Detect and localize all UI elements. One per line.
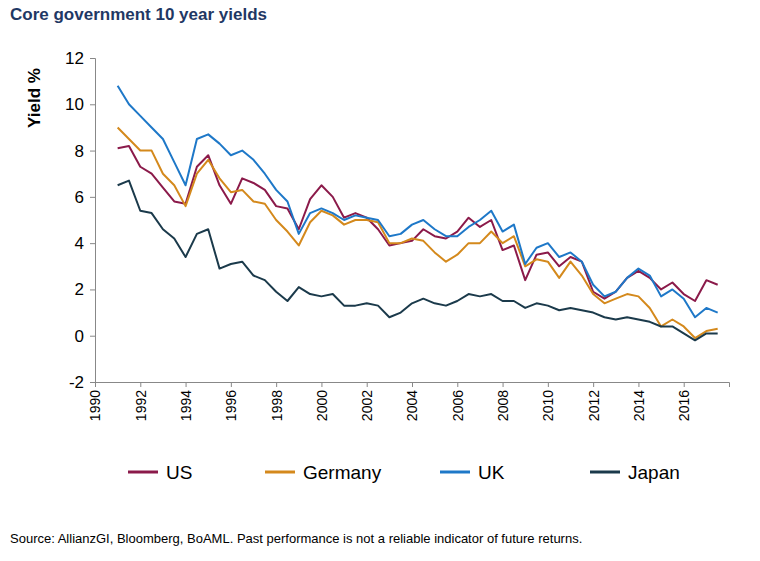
y-tick: 6 [75, 188, 95, 207]
y-tick-label: 4 [75, 234, 84, 253]
y-tick-mark [90, 382, 95, 383]
x-tick-mark [186, 382, 187, 387]
x-tick-label: 2010 [540, 390, 556, 421]
y-tick: 2 [75, 280, 95, 299]
y-tick-mark [90, 58, 95, 59]
x-tick-label: 1992 [133, 390, 149, 421]
legend-label: Germany [303, 462, 382, 483]
x-tick-mark [412, 382, 413, 387]
legend-swatch [265, 471, 295, 474]
x-tick-label: 2014 [631, 390, 647, 421]
legend-label: Japan [628, 462, 680, 483]
line-series [118, 86, 718, 317]
y-axis-line [90, 59, 96, 383]
x-tick: 1996 [223, 382, 239, 421]
x-axis-line [96, 383, 730, 388]
x-tick-label: 1998 [269, 390, 285, 421]
chart: Core government 10 year yields Yield % -2 0… [0, 0, 760, 561]
x-tick-label: 1996 [223, 390, 239, 421]
legend-label: US [166, 462, 192, 483]
y-axis: -2 0 2 4 6 8 10 12 [65, 49, 95, 392]
legend-swatch [440, 471, 470, 474]
x-tick-mark [638, 382, 639, 387]
source-note: Source: AllianzGI, Bloomberg, BoAML. Pas… [10, 531, 582, 546]
y-tick-label: 12 [65, 49, 84, 68]
x-tick-mark [140, 382, 141, 387]
y-tick: 10 [65, 95, 95, 114]
x-tick-mark [684, 382, 685, 387]
x-tick: 2016 [676, 382, 692, 421]
x-tick: 1992 [133, 382, 149, 421]
y-tick-label: 10 [65, 95, 84, 114]
y-tick-mark [90, 197, 95, 198]
x-tick: 1998 [269, 382, 285, 421]
x-tick-label: 2000 [314, 390, 330, 421]
x-tick-label: 2002 [359, 390, 375, 421]
x-tick: 2006 [450, 382, 466, 421]
y-tick: 12 [65, 49, 95, 68]
legend-swatch [590, 471, 620, 474]
y-tick-label: 8 [75, 142, 84, 161]
x-tick-mark [548, 382, 549, 387]
title: Core government 10 year yields [10, 5, 267, 24]
y-tick-mark [90, 289, 95, 290]
lines [118, 86, 718, 341]
x-axis: 1990 1992 1994 1996 1998 2000 2002 2004 2006 2008… [87, 382, 729, 421]
legend-label: UK [478, 462, 505, 483]
x-tick: 2002 [359, 382, 375, 421]
y-tick-mark [90, 336, 95, 337]
x-tick-mark [276, 382, 277, 387]
x-tick-mark [503, 382, 504, 387]
y-tick: 0 [75, 327, 95, 346]
x-tick: 2012 [586, 382, 602, 421]
x-tick-label: 2006 [450, 390, 466, 421]
x-tick: 1994 [178, 382, 194, 421]
x-tick-label: 2016 [676, 390, 692, 421]
y-tick-mark [90, 104, 95, 105]
x-tick: 2014 [631, 382, 647, 421]
line-series [118, 181, 718, 341]
x-tick-label: 1994 [178, 390, 194, 421]
x-tick-mark [367, 382, 368, 387]
y-axis-title: Yield % [25, 68, 44, 128]
x-tick-label: 2004 [404, 390, 420, 421]
y-tick-mark [90, 243, 95, 244]
x-tick-mark [95, 382, 96, 387]
y-tick: -2 [69, 373, 95, 392]
x-tick-mark [231, 382, 232, 387]
y-tick-label: 6 [75, 188, 84, 207]
line-series [118, 127, 718, 338]
y-tick-mark [90, 151, 95, 152]
legend: US Germany UK Japan [128, 462, 680, 483]
x-tick: 2000 [314, 382, 330, 421]
y-tick-label: 0 [75, 327, 84, 346]
x-tick: 2008 [495, 382, 511, 421]
x-tick-mark [457, 382, 458, 387]
x-tick: 2004 [404, 382, 420, 421]
y-tick-label: 2 [75, 280, 84, 299]
x-tick-label: 2012 [586, 390, 602, 421]
x-tick-mark [593, 382, 594, 387]
x-tick-mark [321, 382, 322, 387]
legend-swatch [128, 471, 158, 474]
x-tick-label: 1990 [87, 390, 103, 421]
y-tick-label: -2 [69, 373, 84, 392]
x-tick-label: 2008 [495, 390, 511, 421]
y-tick: 4 [75, 234, 95, 253]
y-tick: 8 [75, 142, 95, 161]
x-tick: 1990 [87, 382, 103, 421]
x-tick: 2010 [540, 382, 556, 421]
